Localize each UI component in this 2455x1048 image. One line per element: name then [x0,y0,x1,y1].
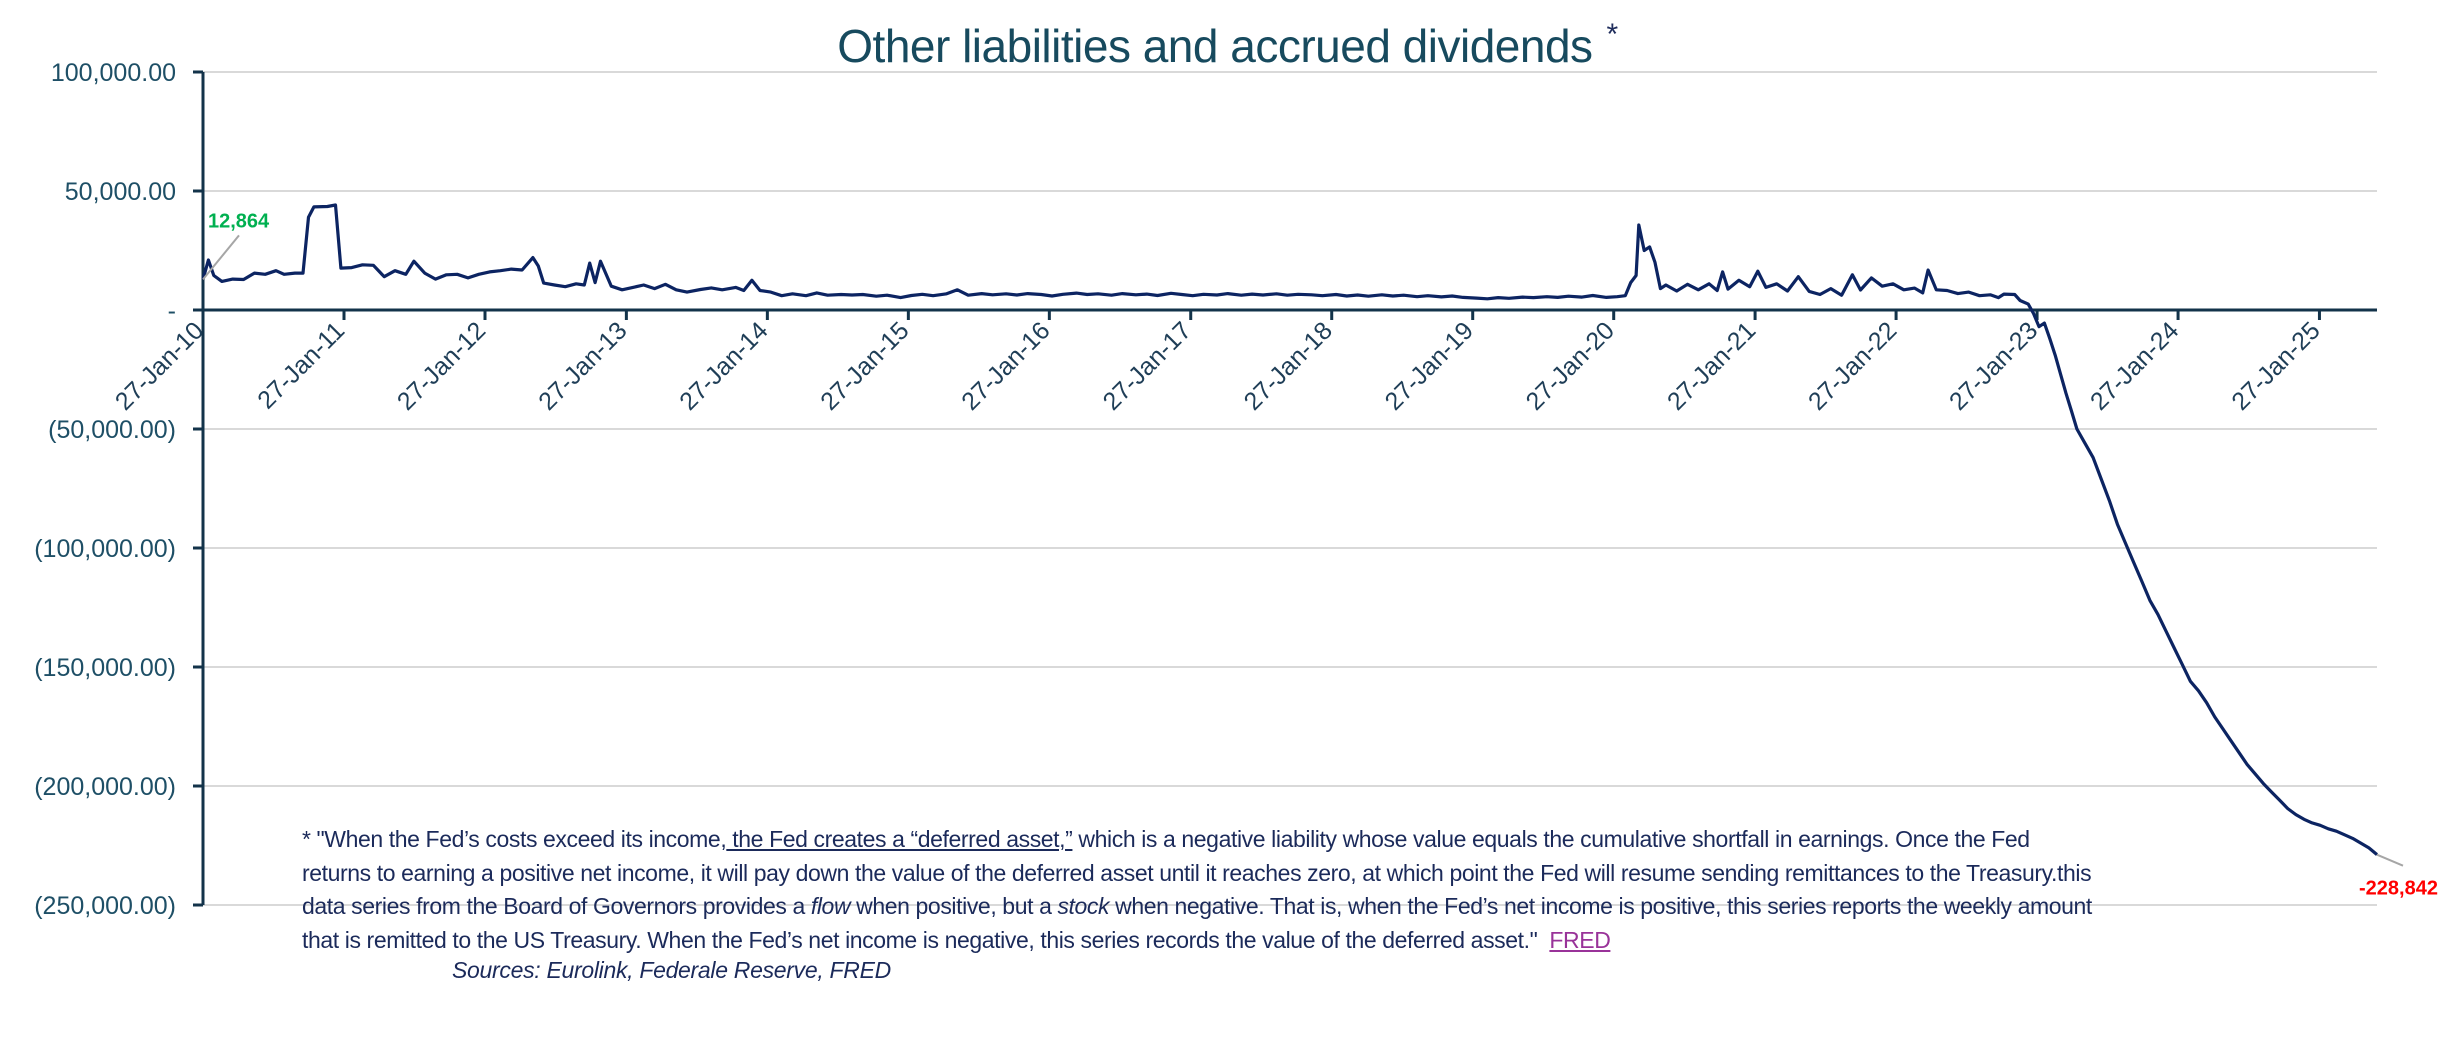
x-tick-label: 27-Jan-21 [1662,316,1761,415]
footnote-line-4: that is remitted to the US Treasury. Whe… [302,924,2302,958]
sources-note: Sources: Eurolink, Federale Reserve, FRE… [452,957,891,983]
y-axis: 100,000.00 50,000.00 - (50,000.00) (100,000.… [34,59,205,920]
x-tick-label: 27-Jan-16 [956,316,1055,415]
footnote-text: data series from the Board of Governors … [302,893,811,919]
y-tick-label: (150,000.00) [34,654,176,682]
y-tick-label: - [168,297,176,325]
deferred-asset-link[interactable]: the Fed creates a “deferred asset,” [726,826,1073,852]
y-tick-label: (50,000.00) [48,416,176,444]
y-tick-label: (250,000.00) [34,892,176,920]
footnote-text: when positive, but a [850,893,1058,919]
x-tick-label: 27-Jan-10 [110,316,209,415]
gridlines [203,71,2377,906]
title-footnote-marker: * [1606,18,1619,51]
x-tick-label: 27-Jan-14 [674,316,773,415]
y-tick-label: 50,000.00 [65,178,176,206]
x-tick-label: 27-Jan-18 [1239,316,1338,415]
start-value-label: 12,864 [208,210,270,232]
x-tick-label: 27-Jan-15 [815,316,914,415]
x-tick-label: 27-Jan-17 [1098,316,1197,415]
footnote-line-3: data series from the Board of Governors … [302,890,2302,924]
footnote-text: when negative. That is, when the Fed’s n… [1109,893,2092,919]
x-tick-label: 27-Jan-12 [392,316,491,415]
series-layer [201,203,2379,856]
y-tick-label: (100,000.00) [34,535,176,563]
x-tick-label: 27-Jan-11 [252,316,350,414]
footnote-flow-italic: flow [810,893,851,919]
end-value-leader [2376,853,2404,867]
annotations: 12,864 -228,842 [202,210,2438,900]
x-tick-label: 27-Jan-13 [533,316,632,415]
footnote-text: * "When the Fed’s costs exceed its incom… [302,826,727,852]
end-value-label: -228,842 [2359,878,2438,900]
footnote-line-2: returns to earning a positive net income… [302,859,2092,886]
fred-link[interactable]: FRED [1549,926,1611,953]
footnote-text: that is remitted to the US Treasury. Whe… [302,926,1550,953]
footnote-stock-italic: stock [1057,893,1110,919]
start-value-leader [202,234,240,281]
x-tick-label: 27-Jan-19 [1380,316,1479,415]
x-tick-label: 27-Jan-25 [2226,316,2325,415]
footnote-text: which is a negative liability whose valu… [1072,826,2030,852]
y-tick-label: (200,000.00) [34,773,176,801]
chart-title-text: Other liabilities and accrued dividends [837,20,1593,72]
x-tick-label: 27-Jan-20 [1521,316,1620,415]
x-tick-label: 27-Jan-24 [2085,316,2184,415]
x-axis: 27-Jan-10 27-Jan-11 27-Jan-12 27-Jan-13 27-J… [110,308,2377,416]
x-tick-label: 27-Jan-23 [1944,316,2043,415]
footnote-line-1: * "When the Fed’s costs exceed its incom… [302,823,2302,857]
x-tick-label: 27-Jan-22 [1803,316,1902,415]
chart-title: Other liabilities and accrued dividends * [0,18,2455,73]
y-tick-label: 100,000.00 [51,59,176,87]
series-line [201,203,2379,856]
footnote: * "When the Fed’s costs exceed its incom… [302,823,2302,957]
